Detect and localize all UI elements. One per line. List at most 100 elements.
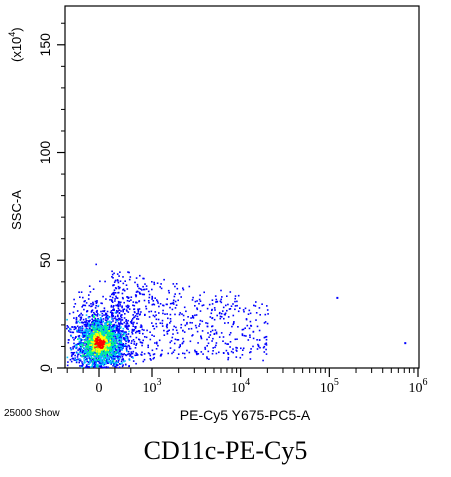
event-dot <box>104 361 107 364</box>
event-dot <box>122 364 124 366</box>
event-dot <box>227 353 230 355</box>
event-dot <box>100 336 102 339</box>
event-dot <box>131 322 133 324</box>
event-dot <box>114 357 117 359</box>
event-dot <box>198 298 201 301</box>
event-dot <box>121 314 123 316</box>
event-dot <box>91 314 94 316</box>
event-dot <box>100 352 103 354</box>
event-dot <box>123 308 126 310</box>
event-dot <box>92 303 94 305</box>
event-dot <box>176 332 179 334</box>
event-dot <box>107 360 110 363</box>
event-dot <box>98 346 100 349</box>
event-dot <box>136 318 138 320</box>
event-dot <box>118 275 120 277</box>
event-dot <box>123 344 126 346</box>
event-dot <box>90 353 93 355</box>
event-dot <box>101 320 104 323</box>
event-dot <box>128 353 130 355</box>
event-dot <box>241 328 244 331</box>
event-dot <box>157 302 159 304</box>
event-dot <box>159 322 162 324</box>
event-dot <box>111 273 114 276</box>
event-dot <box>102 326 104 329</box>
event-dot <box>79 316 82 319</box>
event-dot <box>169 302 172 305</box>
event-dot <box>115 355 117 358</box>
event-dot <box>111 348 114 351</box>
event-dot <box>125 340 127 342</box>
event-dot <box>79 350 82 353</box>
event-dot <box>97 326 99 328</box>
event-dot <box>95 310 98 313</box>
y-tick-label: 50 <box>37 252 53 268</box>
event-dot <box>239 307 241 309</box>
event-dot <box>94 365 96 367</box>
event-dot <box>94 327 97 330</box>
event-dot <box>98 351 101 353</box>
event-dot <box>99 314 101 316</box>
event-dot <box>157 344 159 347</box>
event-dot <box>115 310 118 312</box>
event-dot <box>95 337 97 340</box>
event-dot <box>219 311 221 314</box>
event-dot <box>156 300 159 303</box>
event-dot <box>248 309 251 312</box>
event-dot <box>182 314 185 317</box>
event-dot <box>87 298 90 300</box>
event-dot <box>93 338 96 341</box>
event-dot <box>104 322 107 324</box>
event-dot <box>90 325 92 328</box>
event-dot <box>113 362 115 365</box>
event-dot <box>188 351 191 354</box>
event-dot <box>93 311 95 314</box>
event-dot <box>89 358 91 361</box>
event-dot <box>105 339 108 342</box>
event-dot <box>179 312 181 314</box>
event-dot <box>95 332 97 335</box>
event-dot <box>80 352 82 354</box>
event-dot <box>135 362 137 365</box>
event-dot <box>88 361 90 363</box>
event-dot <box>84 339 86 341</box>
event-dot <box>110 321 113 323</box>
event-dot <box>101 337 104 339</box>
event-dot <box>128 330 130 333</box>
event-dot <box>68 330 70 332</box>
event-dot <box>133 340 136 343</box>
event-dot <box>77 335 80 337</box>
event-dot <box>256 339 258 341</box>
event-dot <box>105 353 107 356</box>
event-dot <box>128 271 130 274</box>
event-dot <box>79 328 81 331</box>
event-dot <box>66 356 69 359</box>
event-dot <box>92 330 95 333</box>
event-dot <box>136 322 138 325</box>
event-dot <box>83 362 85 364</box>
event-dot <box>162 309 164 312</box>
event-dot <box>122 353 125 356</box>
event-dot <box>95 338 98 341</box>
event-dot <box>107 329 109 332</box>
event-dot <box>105 323 107 325</box>
event-dot <box>95 360 98 362</box>
event-dot <box>127 271 129 273</box>
event-dot <box>87 317 90 319</box>
event-dot <box>161 349 163 352</box>
event-dot <box>247 313 250 315</box>
event-dot <box>183 319 185 321</box>
event-dot <box>79 360 82 362</box>
event-dot <box>67 326 69 328</box>
event-dot <box>118 331 120 334</box>
event-dot <box>72 346 74 348</box>
event-dot <box>97 354 99 357</box>
event-dot <box>84 304 87 307</box>
y-axis-label: SSC-A <box>9 190 24 230</box>
event-dot <box>113 355 116 357</box>
event-dot <box>133 308 136 310</box>
event-dot <box>92 288 95 290</box>
event-dot <box>123 321 126 324</box>
event-dot <box>153 327 156 330</box>
event-dot <box>96 366 99 368</box>
